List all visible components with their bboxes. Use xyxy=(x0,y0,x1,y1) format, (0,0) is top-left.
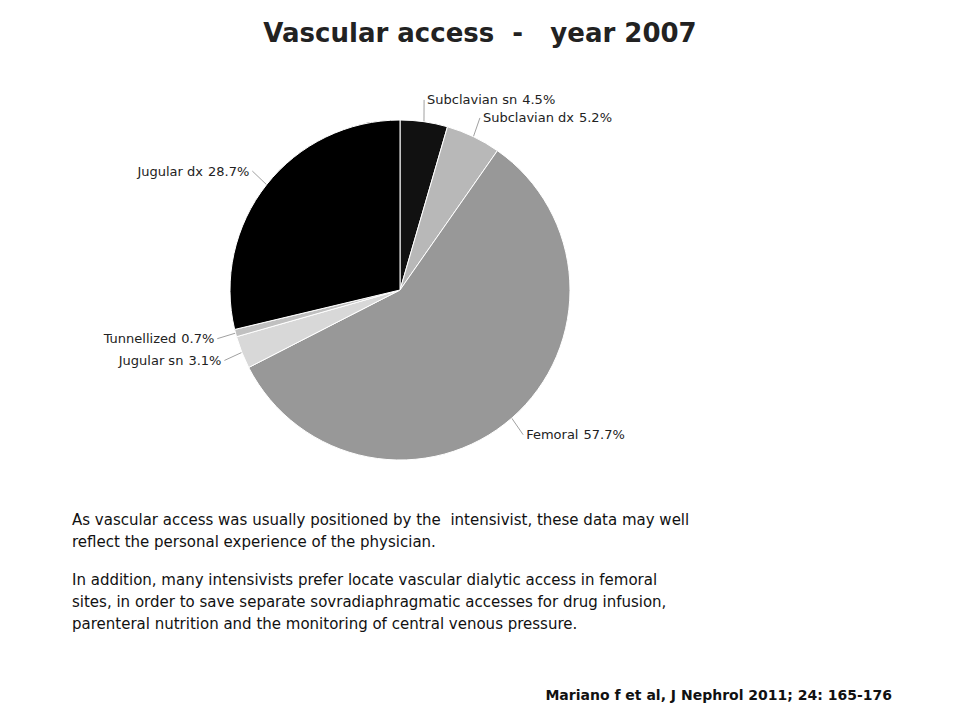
slice-label: Subclavian dx 5.2% xyxy=(483,110,612,125)
leader-line xyxy=(512,418,523,435)
leader-line xyxy=(252,171,266,185)
citation: Mariano f et al, J Nephrol 2011; 24: 165… xyxy=(545,687,892,703)
slice-label: Tunnellized 0.7% xyxy=(103,331,215,346)
slice-label: Femoral 57.7% xyxy=(526,427,625,442)
title: Vascular access - year 2007 xyxy=(263,18,696,48)
annotation-line: parenteral nutrition and the monitoring … xyxy=(72,615,577,633)
slice-label: Subclavian sn 4.5% xyxy=(427,92,555,107)
slice-label: Jugular dx 28.7% xyxy=(136,164,249,179)
annotation: As vascular access was usually positione… xyxy=(72,511,689,551)
value-label: 28.7% xyxy=(208,164,249,179)
slice-label: Jugular sn 3.1% xyxy=(118,353,222,368)
category-label: Tunnellized xyxy=(103,331,177,346)
value-label: 5.2% xyxy=(579,110,612,125)
category-label: Femoral xyxy=(526,427,578,442)
annotation-line: As vascular access was usually positione… xyxy=(72,511,689,529)
annotation-line: In addition, many intensivists prefer lo… xyxy=(72,571,657,589)
annotation-line: reflect the personal experience of the p… xyxy=(72,533,436,551)
category-label: Subclavian sn xyxy=(427,92,517,107)
value-label: 4.5% xyxy=(522,92,555,107)
slice-group xyxy=(230,120,570,460)
annotation-line: sites, in order to save separate sovradi… xyxy=(72,593,666,611)
category-label: Jugular sn xyxy=(118,353,184,368)
slices xyxy=(230,120,570,460)
annotation: In addition, many intensivists prefer lo… xyxy=(72,571,666,633)
leader-line xyxy=(224,352,241,360)
category-label: Subclavian dx xyxy=(483,110,574,125)
slice xyxy=(230,120,400,329)
chart: Vascular access - year 2007 Subclavian sn… xyxy=(0,0,960,720)
value-label: 57.7% xyxy=(583,427,624,442)
leader-line xyxy=(217,333,235,339)
category-label: Jugular dx xyxy=(136,164,203,179)
value-label: 3.1% xyxy=(188,353,221,368)
value-label: 0.7% xyxy=(181,331,214,346)
leader-line xyxy=(423,100,424,122)
leader-line xyxy=(473,118,480,137)
